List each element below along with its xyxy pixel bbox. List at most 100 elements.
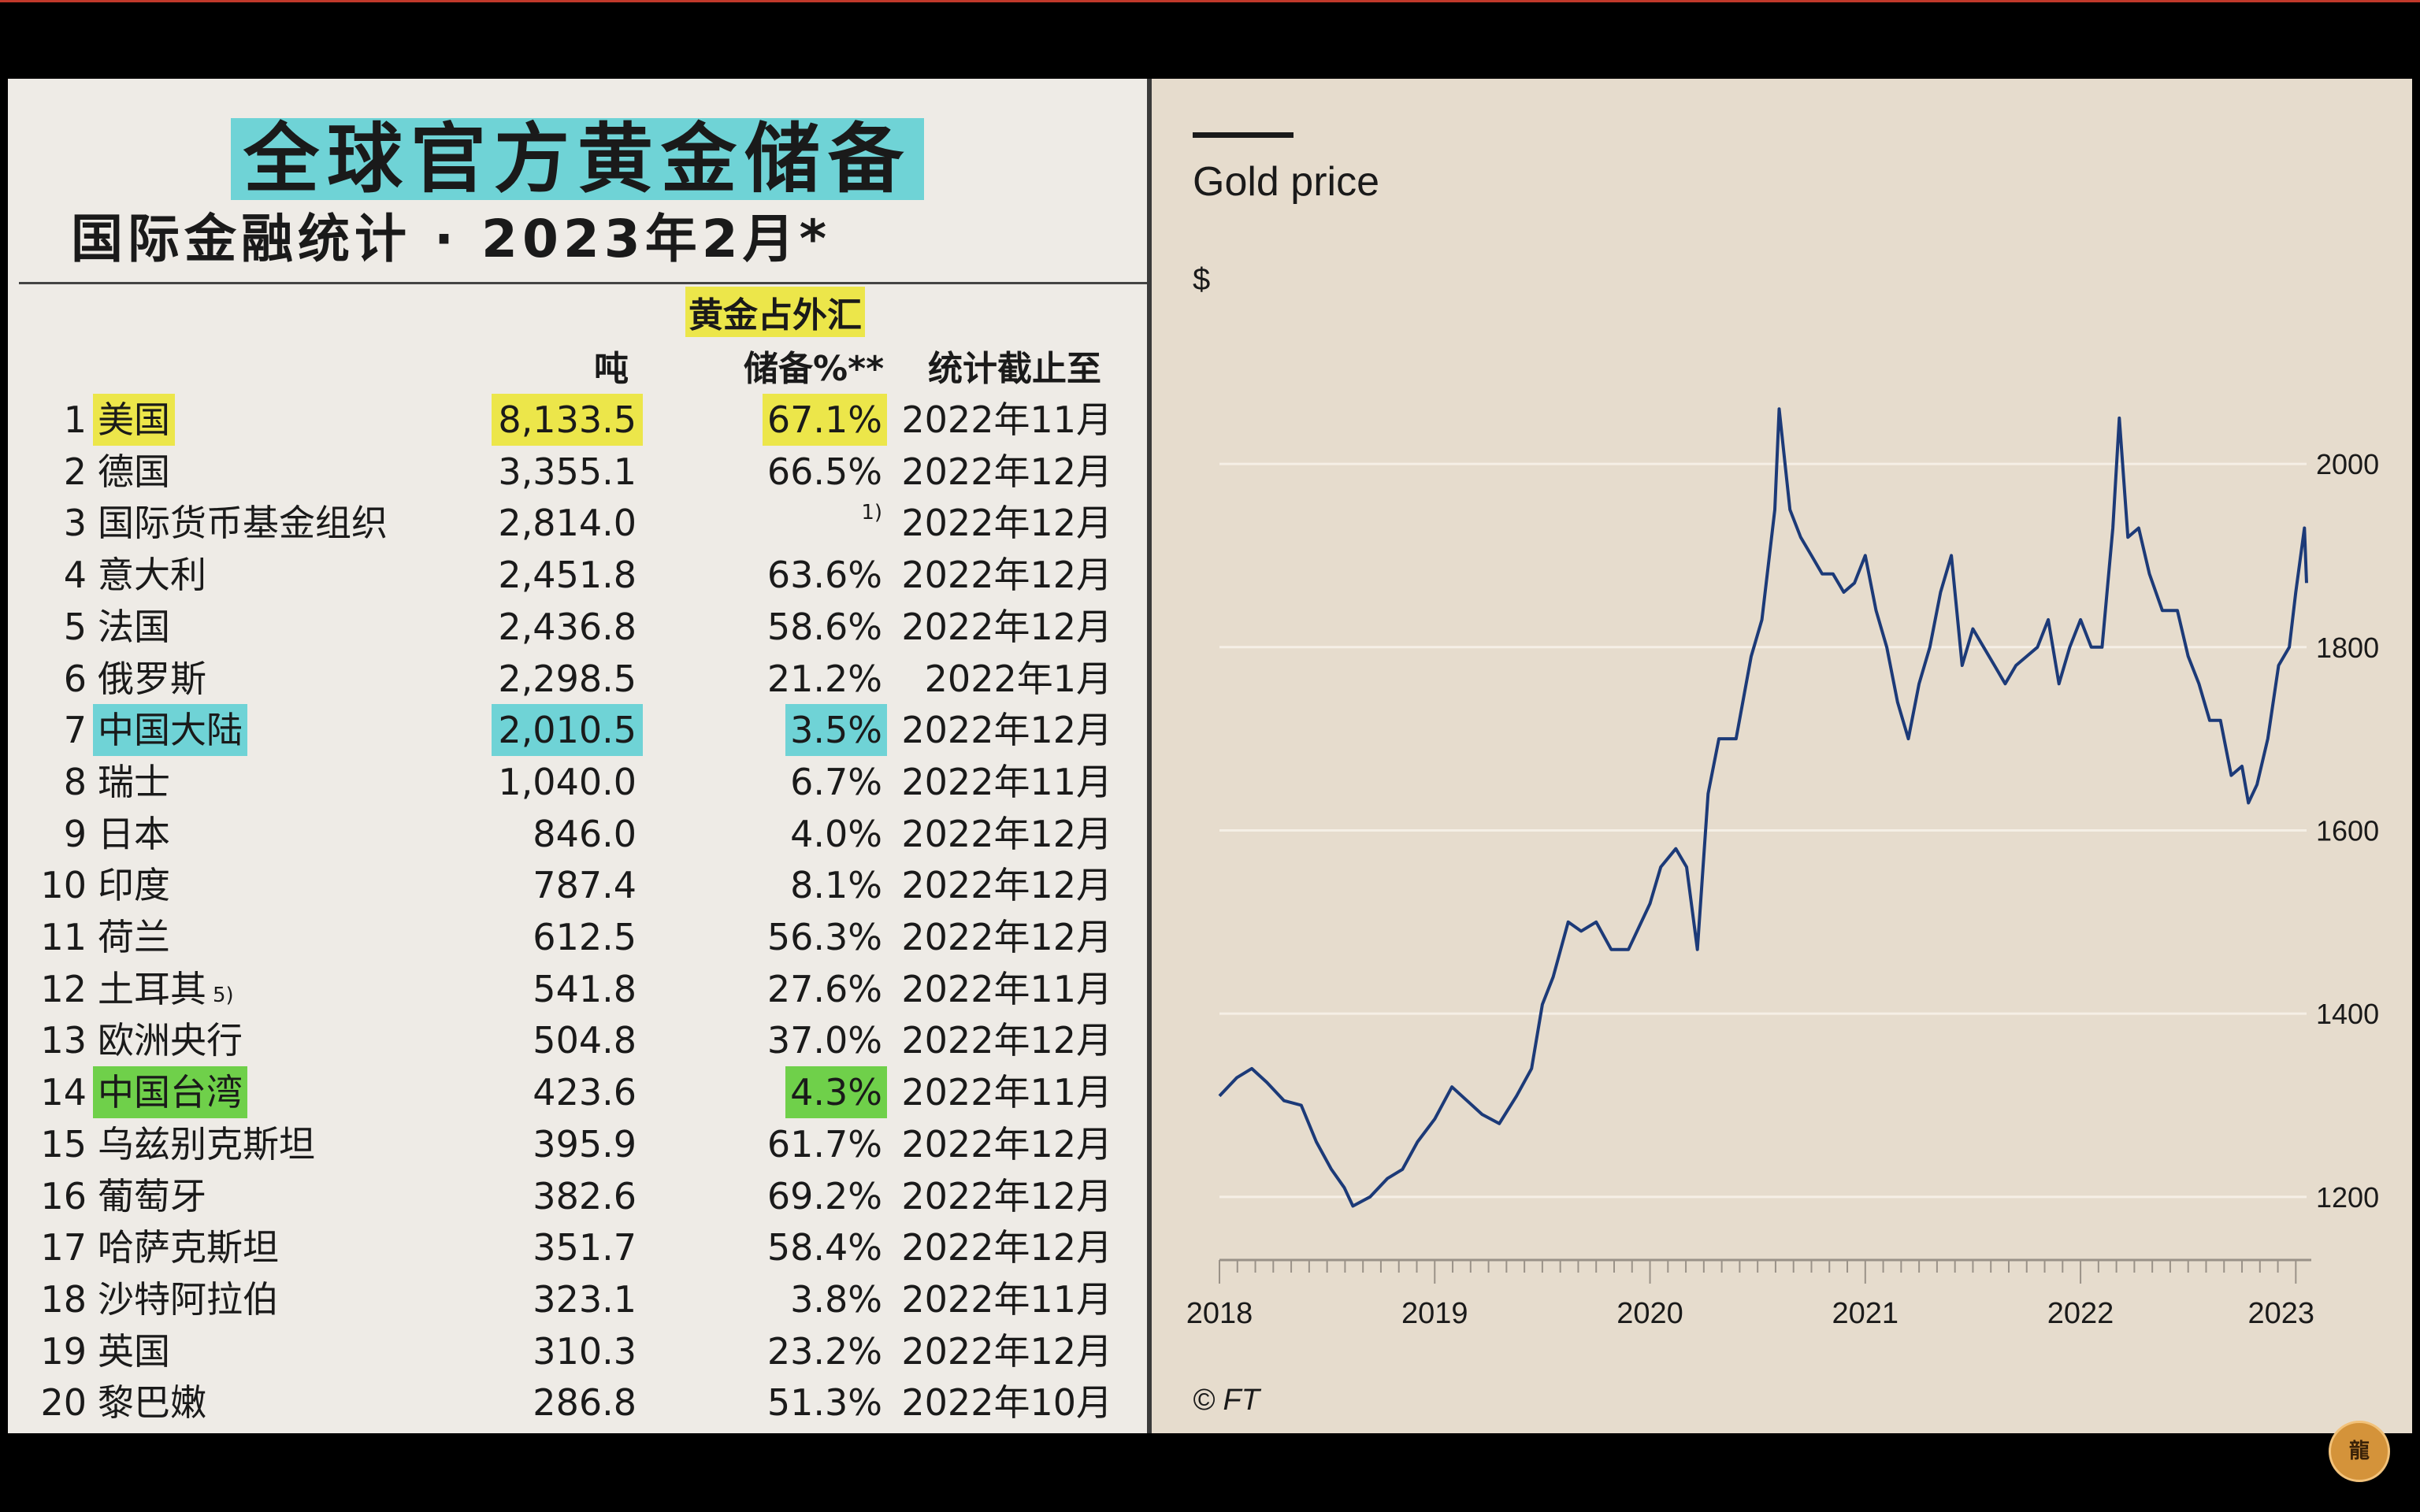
tons-cell: 504.8 — [533, 1019, 637, 1062]
table-row: 1 美国 8,133.5 67.1% 2022年11月 — [8, 394, 1147, 446]
as-of-date-cell: 2022年10月 — [901, 1381, 1112, 1425]
as-of-date-cell: 2022年12月 — [901, 1019, 1112, 1062]
tons-cell: 382.6 — [533, 1174, 637, 1217]
table-row: 14 中国台湾 423.6 4.3% 2022年11月 — [8, 1066, 1147, 1119]
table-row: 18 沙特阿拉伯 323.1 3.8% 2022年11月 — [8, 1273, 1147, 1325]
channel-logo-badge: 龍 — [2329, 1421, 2390, 1482]
tons-cell: 2,436.8 — [498, 605, 637, 648]
as-of-date-cell: 2022年11月 — [901, 760, 1112, 803]
table-row: 17 哈萨克斯坦 351.7 58.4% 2022年12月 — [8, 1221, 1147, 1273]
y-axis-unit-label: $ — [1193, 262, 1210, 297]
as-of-date-cell: 2022年1月 — [924, 657, 1112, 700]
reserve-pct-cell: 67.1% — [762, 394, 887, 446]
rank-cell: 6 — [63, 657, 87, 700]
rank-cell: 19 — [40, 1329, 87, 1373]
rank-cell: 16 — [40, 1174, 87, 1217]
country-name-cell: 葡萄牙 — [98, 1174, 206, 1217]
tons-cell: 395.9 — [533, 1122, 637, 1166]
as-of-date-cell: 2022年12月 — [901, 916, 1112, 958]
rank-cell: 15 — [40, 1122, 87, 1166]
tons-cell: 351.7 — [533, 1226, 637, 1269]
gold-price-chart: Gold price $ 1200 1400 1600 1800 2000 2018 20… — [1186, 132, 2379, 1417]
column-header-tons: 吨 — [594, 349, 629, 389]
x-tick-label: 2022 — [2047, 1297, 2114, 1330]
x-tick-label: 2021 — [1832, 1297, 1899, 1330]
table-title: 全球官方黄金储备 — [231, 118, 924, 200]
country-name-cell: 美国 — [93, 394, 175, 446]
country-name-cell: 英国 — [98, 1329, 170, 1373]
reserve-pct-cell: 63.6% — [766, 554, 882, 597]
tons-cell: 8,133.5 — [492, 394, 643, 446]
as-of-date-cell: 2022年11月 — [901, 1071, 1112, 1114]
country-name-cell: 法国 — [98, 605, 170, 648]
reserve-pct-cell: 58.4% — [766, 1226, 882, 1269]
table-row: 8 瑞士 1,040.0 6.7% 2022年11月 — [8, 756, 1147, 808]
reserve-pct-cell: 51.3% — [766, 1381, 882, 1425]
tons-cell: 1,040.0 — [498, 760, 637, 803]
country-name-cell: 俄罗斯 — [98, 657, 206, 700]
tons-cell: 310.3 — [533, 1329, 637, 1373]
chart-title: Gold price — [1193, 159, 1379, 205]
as-of-date-cell: 2022年11月 — [901, 398, 1112, 441]
reserve-pct-cell: 8.1% — [790, 864, 882, 907]
table-row: 7 中国大陆 2,010.5 3.5% 2022年12月 — [8, 704, 1147, 757]
rank-cell: 3 — [63, 502, 87, 545]
tons-cell: 2,814.0 — [498, 502, 637, 545]
table-row: 13 欧洲央行 504.8 37.0% 2022年12月 — [8, 1014, 1147, 1066]
as-of-date-cell: 2022年12月 — [901, 812, 1112, 855]
panel-divider — [1147, 79, 1152, 1433]
rank-cell: 2 — [63, 450, 87, 493]
table-row: 9 日本 846.0 4.0% 2022年12月 — [8, 808, 1147, 860]
tons-cell: 323.1 — [533, 1277, 637, 1321]
country-name-cell: 土耳其 — [98, 967, 206, 1010]
y-tick-label: 1400 — [2316, 998, 2379, 1030]
column-header-date: 统计截止至 — [928, 349, 1101, 389]
as-of-date-cell: 2022年12月 — [901, 1329, 1112, 1373]
tons-cell: 846.0 — [533, 812, 637, 855]
column-header-pct-line2: 储备%** — [744, 349, 885, 389]
rank-cell: 11 — [40, 916, 87, 958]
reserve-pct-cell: 1) — [861, 501, 882, 525]
rank-cell: 9 — [63, 812, 87, 855]
table-row: 4 意大利 2,451.8 63.6% 2022年12月 — [8, 549, 1147, 601]
as-of-date-cell: 2022年12月 — [901, 864, 1112, 907]
gold-price-series-line — [1218, 407, 2308, 1208]
gold-price-chart-panel: Gold price $ 1200 1400 1600 1800 2000 2018 20… — [1152, 79, 2412, 1433]
tons-cell: 541.8 — [533, 967, 637, 1010]
reserve-pct-cell: 21.2% — [766, 657, 882, 700]
country-name-cell: 中国台湾 — [93, 1066, 247, 1119]
as-of-date-cell: 2022年12月 — [901, 554, 1112, 597]
rank-cell: 17 — [40, 1226, 87, 1269]
reserve-pct-cell: 27.6% — [766, 967, 882, 1010]
table-row: 2 德国 3,355.1 66.5% 2022年12月 — [8, 446, 1147, 498]
column-header-pct-line1: 黄金占外汇 — [685, 287, 865, 337]
country-name-cell: 国际货币基金组织 — [98, 502, 388, 545]
country-name-cell: 中国大陆 — [93, 704, 247, 757]
y-tick-label: 1200 — [2316, 1181, 2379, 1214]
country-name-cell: 德国 — [98, 450, 170, 493]
reserve-pct-cell: 61.7% — [766, 1122, 882, 1166]
as-of-date-cell: 2022年11月 — [901, 1277, 1112, 1321]
as-of-date-cell: 2022年12月 — [901, 1174, 1112, 1217]
as-of-date-cell: 2022年12月 — [901, 1122, 1112, 1166]
table-row: 19 英国 310.3 23.2% 2022年12月 — [8, 1325, 1147, 1377]
reserve-pct-cell: 56.3% — [766, 916, 882, 958]
country-name-cell: 乌兹别克斯坦 — [98, 1122, 315, 1166]
tons-cell: 2,451.8 — [498, 554, 637, 597]
reserve-pct-cell: 3.5% — [785, 704, 887, 757]
tons-cell: 423.6 — [533, 1071, 637, 1114]
table-row: 12 土耳其 5) 541.8 27.6% 2022年11月 — [8, 963, 1147, 1015]
tons-cell: 612.5 — [533, 916, 637, 958]
rank-cell: 13 — [40, 1019, 87, 1062]
as-of-date-cell: 2022年11月 — [901, 967, 1112, 1010]
x-tick-label: 2023 — [2247, 1297, 2314, 1330]
country-name-cell: 欧洲央行 — [98, 1019, 243, 1062]
rank-cell: 4 — [63, 554, 87, 597]
rank-cell: 10 — [40, 864, 87, 907]
table-row: 15 乌兹别克斯坦 395.9 61.7% 2022年12月 — [8, 1118, 1147, 1170]
reserve-pct-cell: 58.6% — [766, 605, 882, 648]
table-row: 3 国际货币基金组织 2,814.0 1) 2022年12月 — [8, 497, 1147, 549]
reserve-pct-cell: 4.3% — [785, 1066, 887, 1119]
reserve-pct-cell: 37.0% — [766, 1019, 882, 1062]
table-row: 16 葡萄牙 382.6 69.2% 2022年12月 — [8, 1170, 1147, 1222]
